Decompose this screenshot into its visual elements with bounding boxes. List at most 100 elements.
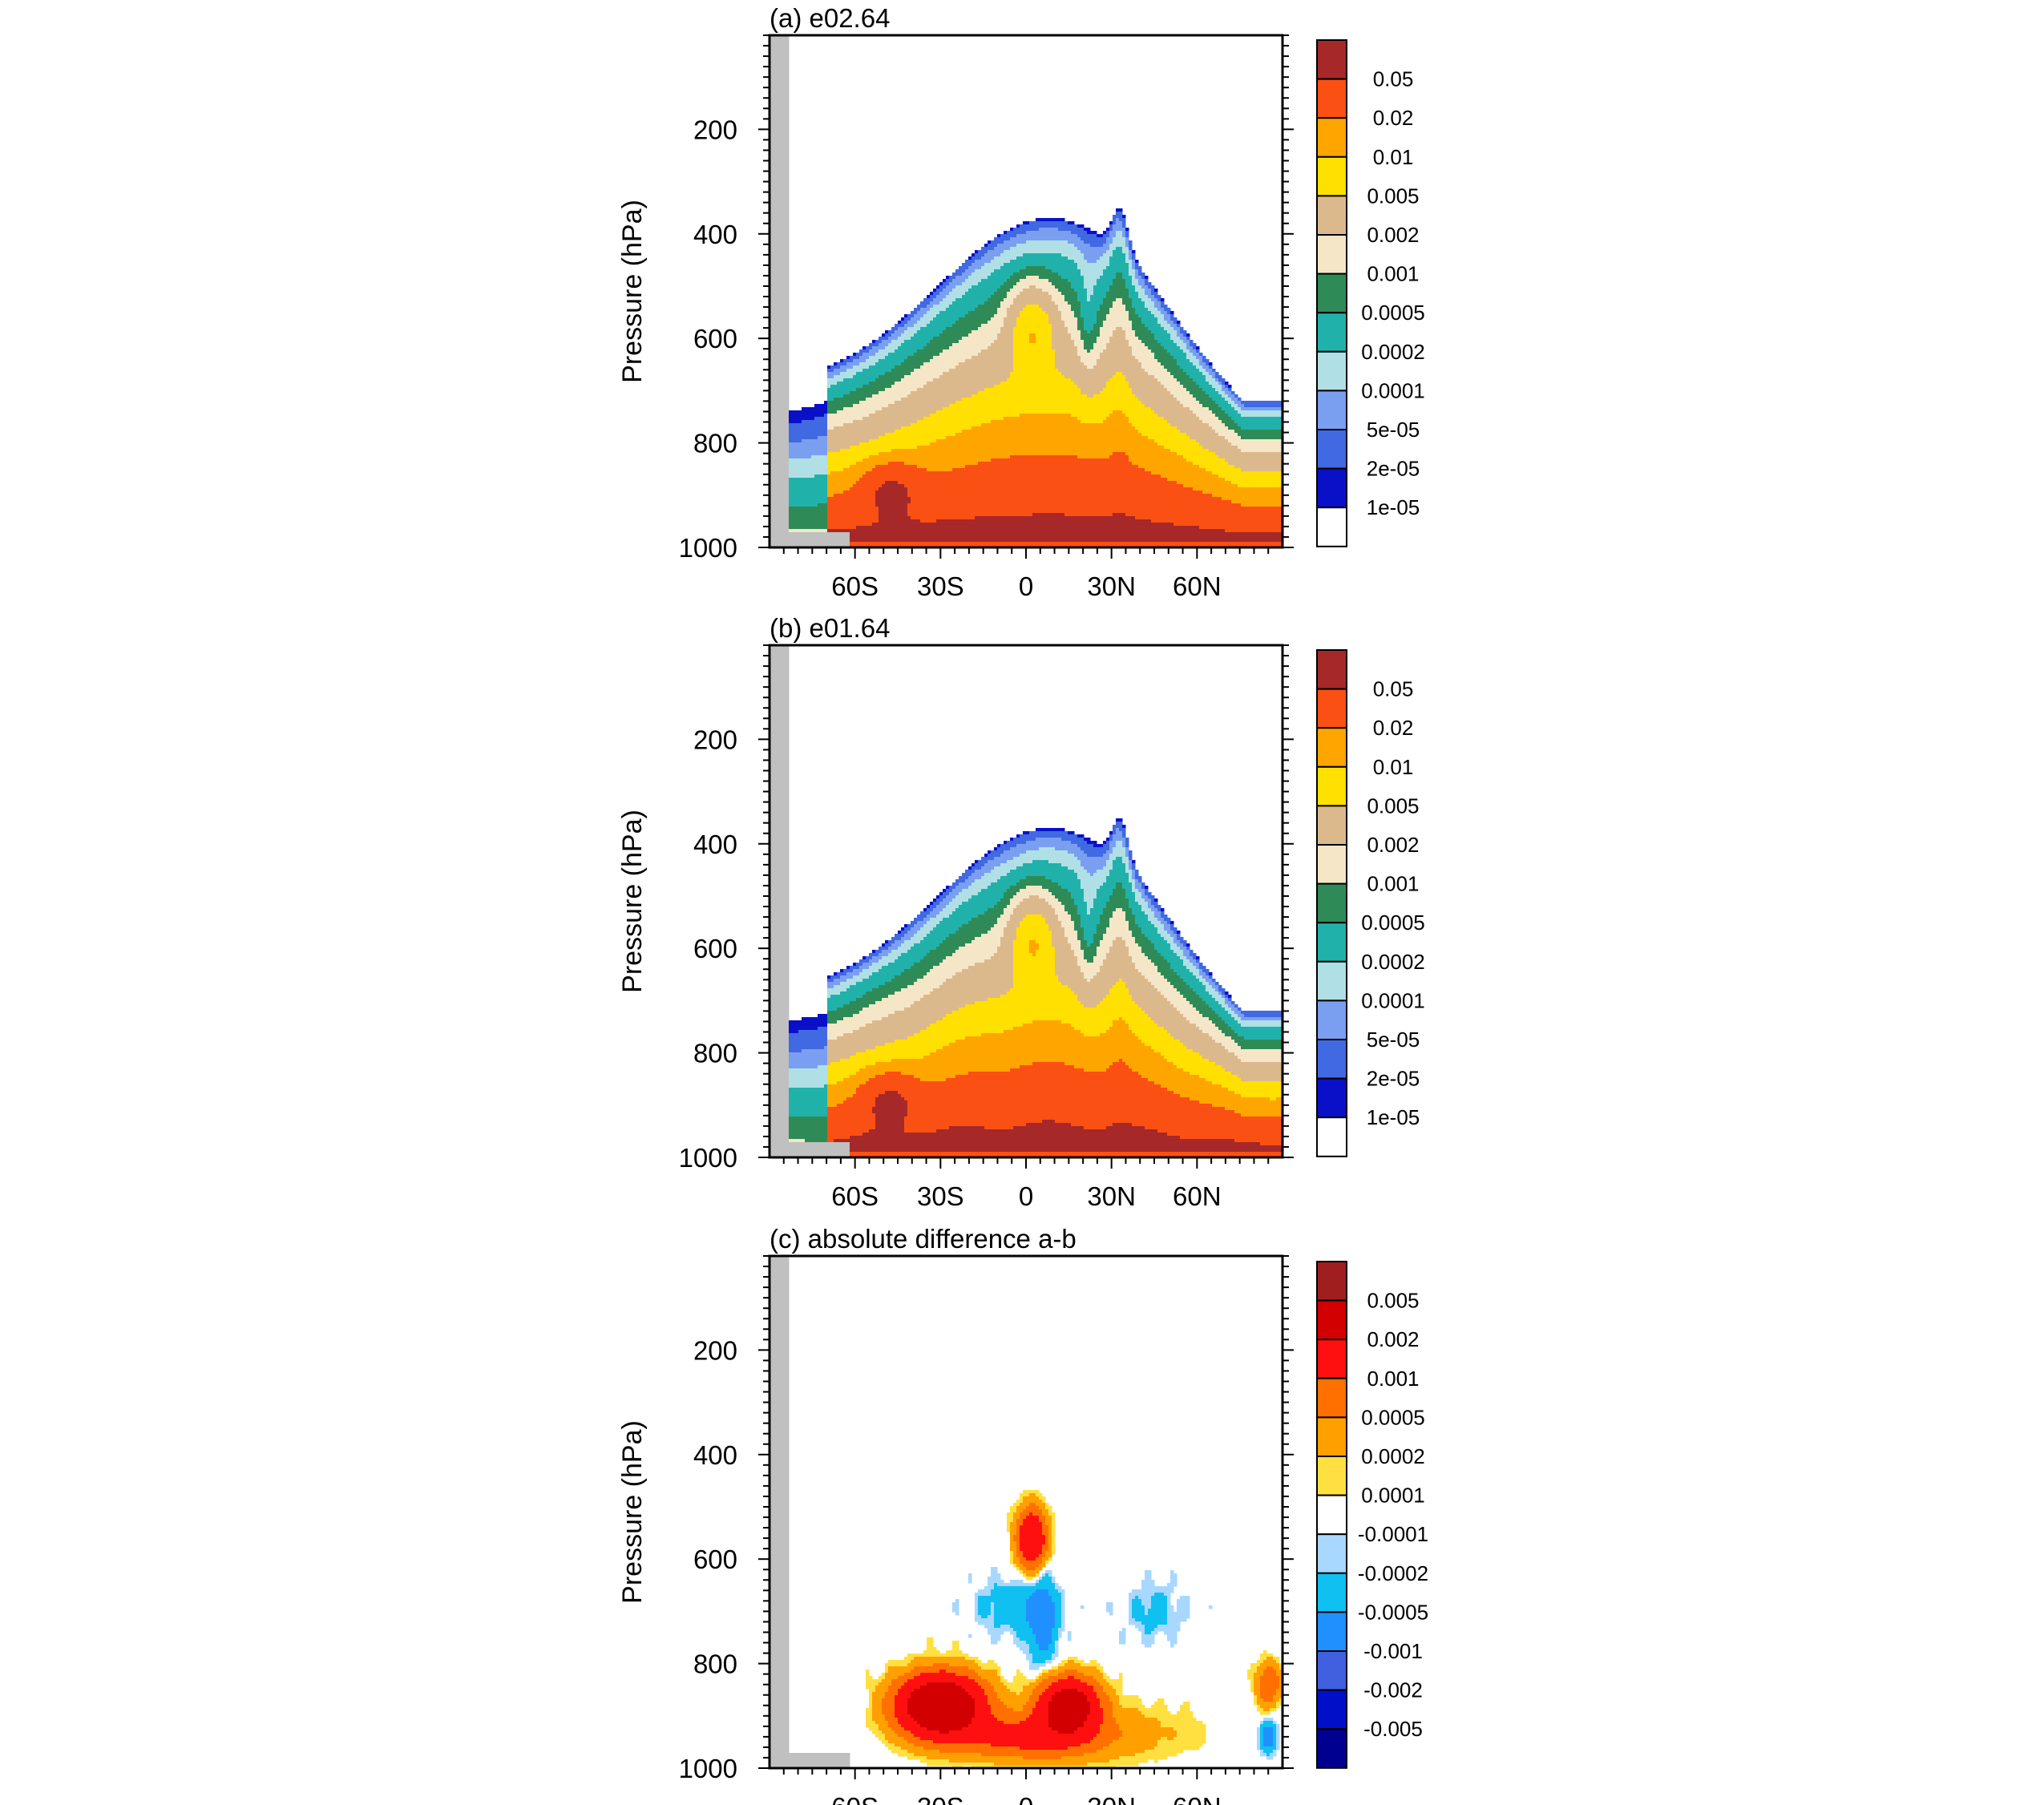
x-tick-label: 0	[1019, 1181, 1033, 1211]
y-axis-label: Pressure (hPa)	[617, 810, 648, 993]
colorbar-swatch	[1317, 1573, 1347, 1613]
colorbar-label: 0.0005	[1361, 911, 1425, 935]
colorbar: 0.050.020.010.0050.0020.0010.00050.00020…	[1317, 650, 1425, 1157]
colorbar-swatch	[1317, 650, 1347, 689]
colorbar-label: 0.0005	[1361, 1405, 1425, 1429]
colorbar-label: 0.0001	[1361, 988, 1425, 1012]
colorbar-swatch	[1317, 79, 1347, 119]
colorbar-label: 2e-05	[1367, 1067, 1420, 1091]
colorbar-swatch	[1317, 1534, 1347, 1573]
y-axis-label: Pressure (hPa)	[617, 1420, 648, 1604]
colorbar-swatch	[1317, 1496, 1347, 1535]
colorbar-swatch	[1317, 40, 1347, 79]
x-tick-label: 30N	[1087, 1181, 1136, 1211]
colorbar-swatch	[1317, 962, 1347, 1001]
y-tick-label: 800	[693, 1039, 737, 1068]
colorbar-label: 0.005	[1367, 1289, 1419, 1313]
panel-c: (c) absolute difference a-b Pressure (hPa…	[617, 1224, 1428, 1805]
colorbar-swatch	[1317, 845, 1347, 884]
colorbar-swatch	[1317, 1690, 1347, 1730]
y-tick-label: 200	[693, 1335, 737, 1365]
colorbar-swatch	[1317, 390, 1347, 430]
x-tick-label: 60N	[1173, 1792, 1222, 1805]
colorbar-label: 0.001	[1367, 262, 1419, 286]
contour-field	[770, 1256, 1283, 1770]
colorbar-swatch	[1317, 196, 1347, 235]
colorbar-swatch	[1317, 118, 1347, 157]
colorbar-label: 0.002	[1367, 833, 1419, 857]
colorbar-swatch	[1317, 1079, 1347, 1118]
colorbar-swatch	[1317, 430, 1347, 469]
colorbar-label: 0.01	[1373, 755, 1414, 779]
colorbar-swatch	[1317, 806, 1347, 845]
y-tick-label: 200	[693, 115, 737, 144]
colorbar-swatch	[1317, 767, 1347, 806]
colorbar-swatch	[1317, 507, 1347, 547]
colorbar-swatch	[1317, 1651, 1347, 1690]
colorbar-label: -0.0001	[1358, 1522, 1428, 1546]
colorbar-label: 5e-05	[1367, 418, 1420, 442]
y-axis-label: Pressure (hPa)	[617, 200, 648, 383]
colorbar-label: 0.001	[1367, 1367, 1419, 1391]
panel-title: (c) absolute difference a-b	[770, 1224, 1077, 1254]
colorbar-label: -0.0005	[1358, 1600, 1428, 1624]
colorbar-label: 0.05	[1373, 67, 1414, 91]
colorbar-swatch	[1317, 1456, 1347, 1496]
colorbar-label: 5e-05	[1367, 1028, 1420, 1052]
y-tick-label: 600	[693, 934, 737, 963]
contour-field	[770, 35, 1283, 549]
colorbar-swatch	[1317, 352, 1347, 391]
y-tick-label: 1000	[679, 1143, 737, 1173]
y-tick-label: 400	[693, 1440, 737, 1470]
contour-field	[770, 645, 1283, 1159]
colorbar-swatch	[1317, 1000, 1347, 1040]
colorbar-swatch	[1317, 1262, 1347, 1301]
colorbar-swatch	[1317, 469, 1347, 508]
colorbar-label: 0.0005	[1361, 301, 1425, 325]
colorbar-label: 0.02	[1373, 106, 1414, 130]
colorbar-swatch	[1317, 1729, 1347, 1768]
colorbar-label: 0.02	[1373, 716, 1414, 740]
colorbar-label: 0.002	[1367, 223, 1419, 247]
y-tick-label: 400	[693, 220, 737, 249]
y-tick-label: 1000	[679, 533, 737, 563]
colorbar-label: 0.05	[1373, 677, 1414, 701]
colorbar-label: 0.0001	[1361, 378, 1425, 402]
colorbar-label: 1e-05	[1367, 1105, 1420, 1129]
y-tick-label: 800	[693, 429, 737, 458]
colorbar-label: -0.001	[1363, 1639, 1423, 1663]
panel-title: (a) e02.64	[770, 3, 890, 33]
colorbar-swatch	[1317, 1612, 1347, 1651]
colorbar-label: -0.005	[1363, 1717, 1423, 1741]
colorbar-label: 2e-05	[1367, 457, 1420, 481]
colorbar-label: 0.0002	[1361, 340, 1425, 364]
y-tick-label: 200	[693, 725, 737, 754]
colorbar-label: 0.01	[1373, 145, 1414, 169]
colorbar-label: 0.002	[1367, 1327, 1419, 1351]
x-tick-label: 60S	[831, 1792, 879, 1805]
colorbar: 0.05 0.02 0.01 0.005 0.002 0.001 0.0005 0.0002 0…	[1317, 40, 1425, 547]
colorbar-swatch	[1317, 1379, 1347, 1418]
colorbar-label: 0.0002	[1361, 1444, 1425, 1468]
colorbar-swatch	[1317, 157, 1347, 196]
colorbar-swatch	[1317, 689, 1347, 729]
x-tick-label: 60N	[1173, 1181, 1222, 1211]
y-tick-label: 600	[693, 1545, 737, 1574]
colorbar-label: 0.0001	[1361, 1484, 1425, 1508]
x-tick-label: 60S	[831, 1181, 879, 1211]
colorbar-swatch	[1317, 884, 1347, 923]
colorbar-swatch	[1317, 274, 1347, 313]
y-tick-label: 600	[693, 324, 737, 353]
colorbar-swatch	[1317, 1040, 1347, 1079]
y-tick-label: 400	[693, 830, 737, 859]
colorbar-label: -0.002	[1363, 1678, 1423, 1702]
x-tick-label: 30N	[1087, 1792, 1136, 1805]
colorbar-label: 0.0002	[1361, 950, 1425, 974]
colorbar-label: 0.005	[1367, 184, 1419, 208]
x-tick-label: 60S	[831, 571, 879, 601]
colorbar-swatch	[1317, 1339, 1347, 1379]
x-tick-label: 0	[1019, 1792, 1033, 1805]
colorbar-label: 0.005	[1367, 793, 1419, 818]
